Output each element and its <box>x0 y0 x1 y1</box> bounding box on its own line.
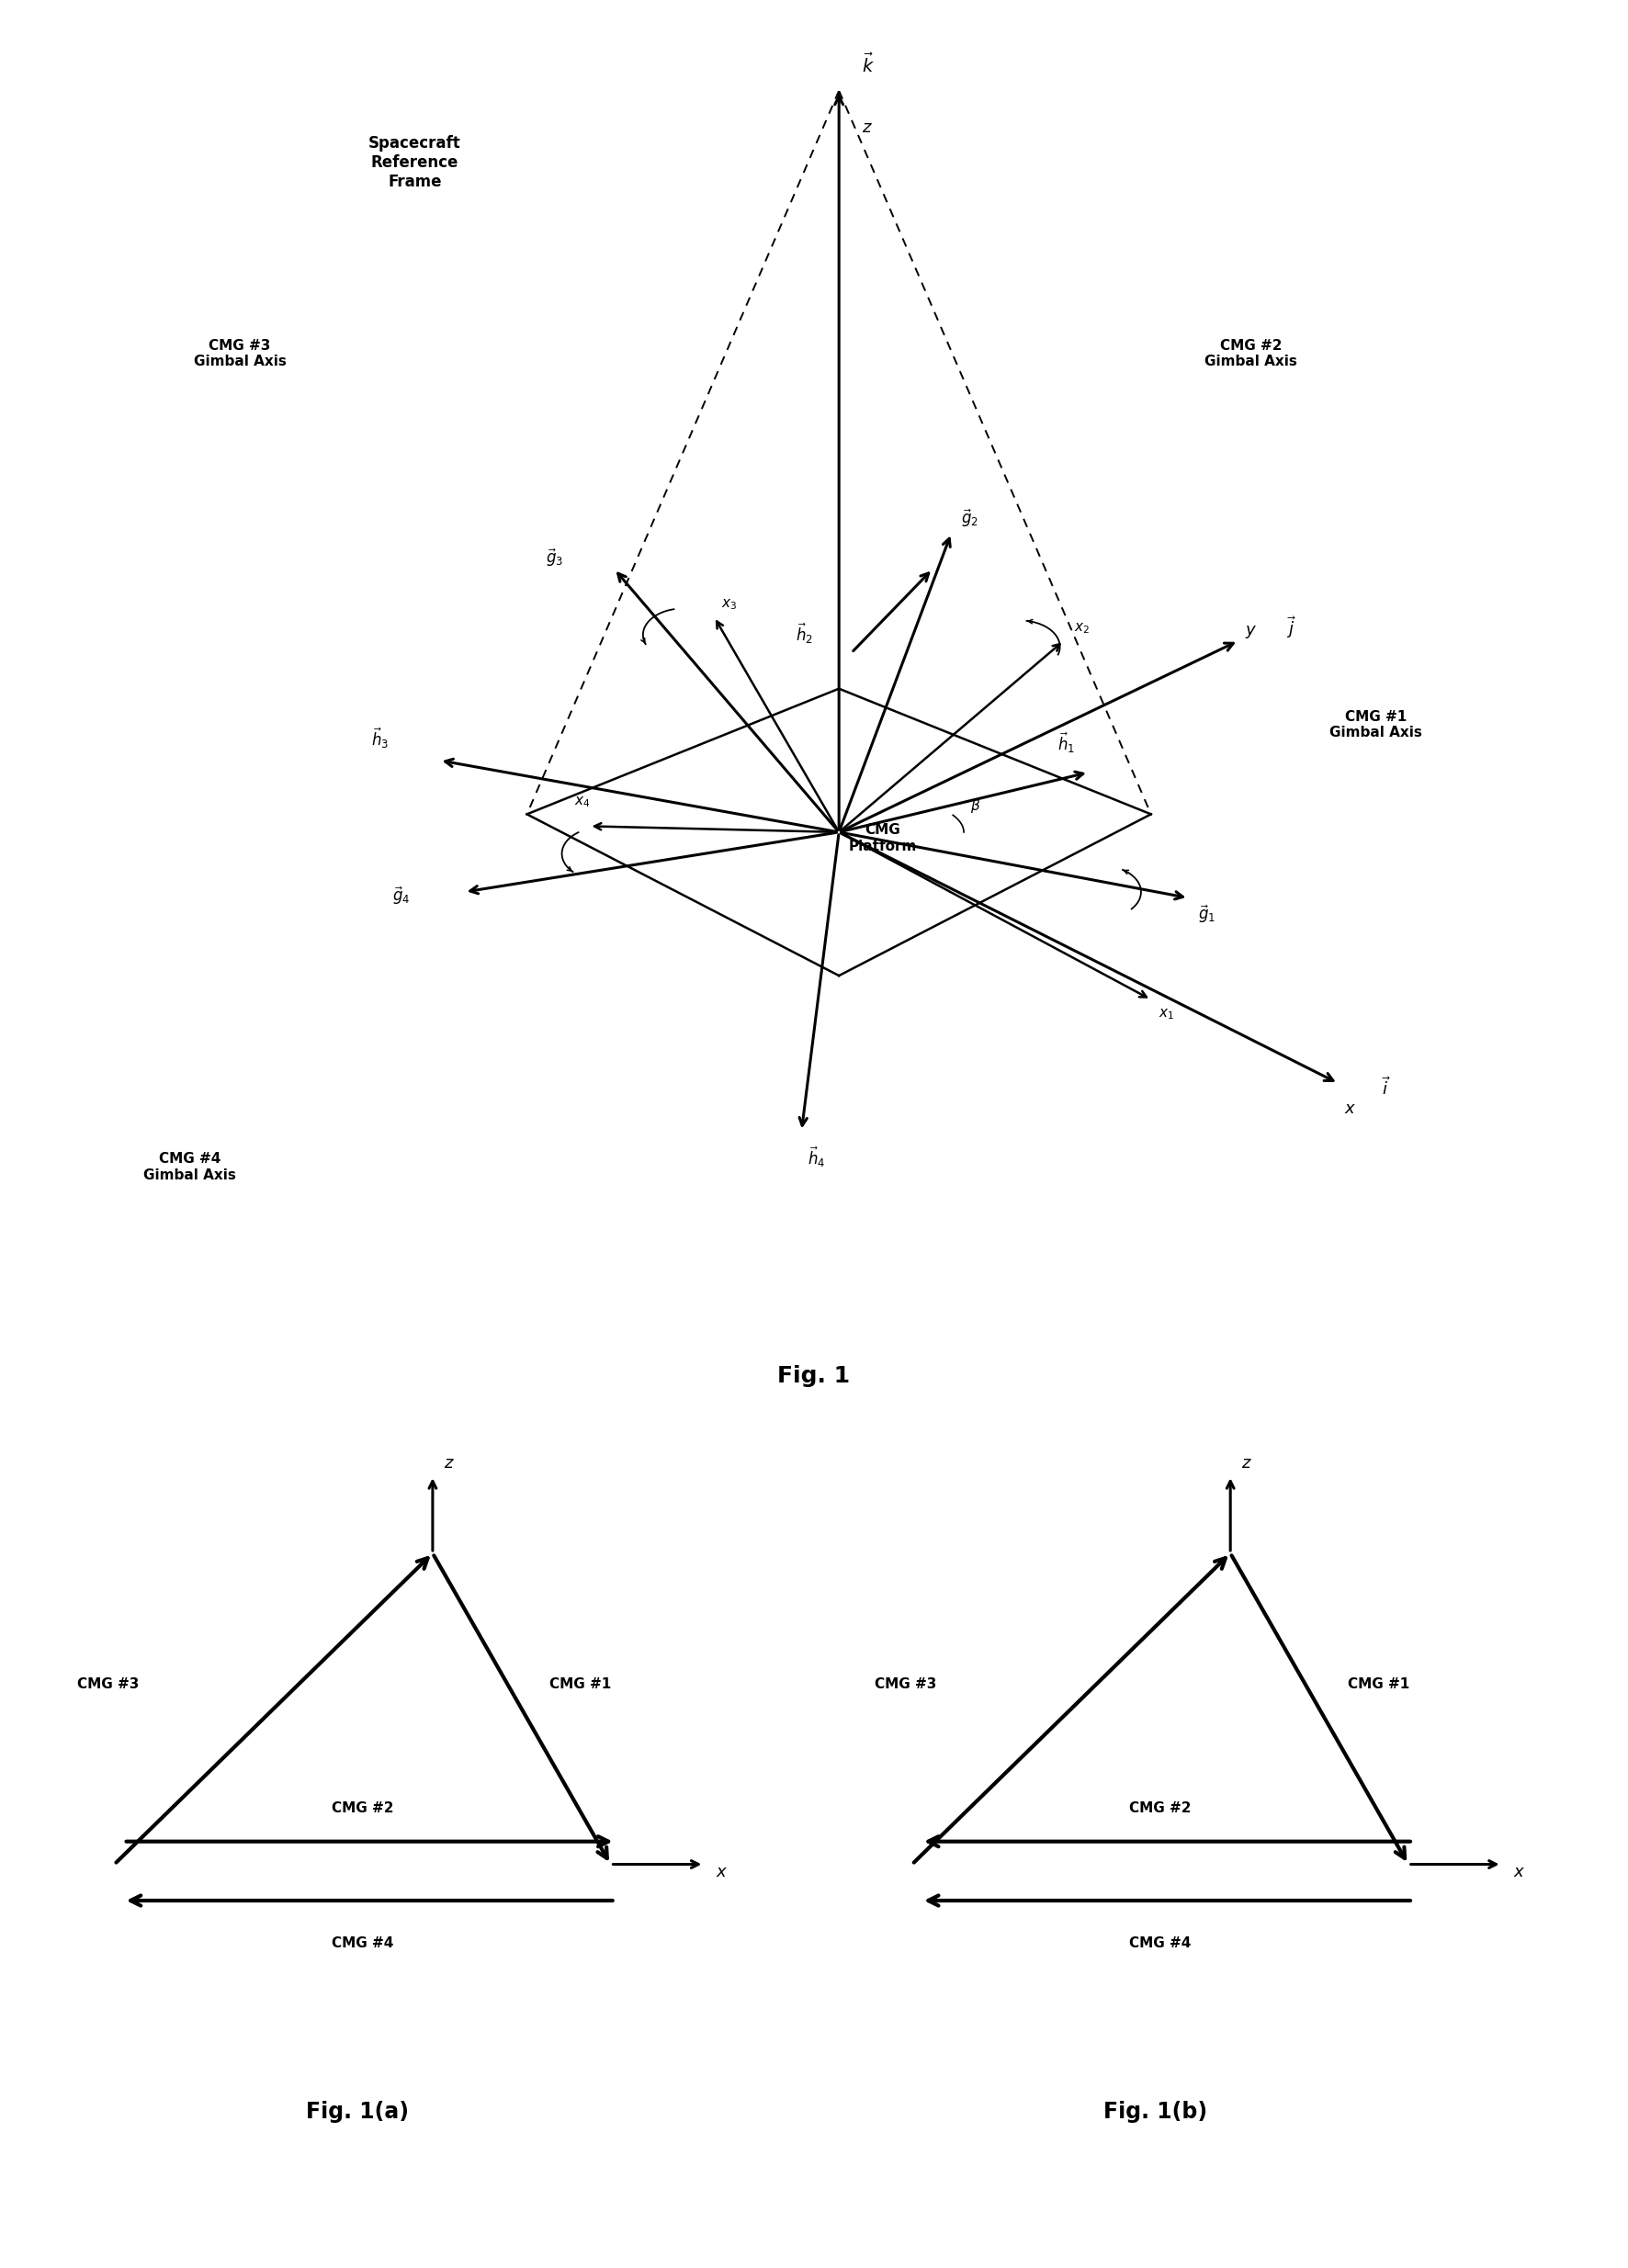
Text: $\vec{k}$: $\vec{k}$ <box>861 52 874 77</box>
Text: $\vec{j}$: $\vec{j}$ <box>1286 615 1296 640</box>
Text: CMG #3: CMG #3 <box>77 1676 138 1692</box>
Text: $x_4$: $x_4$ <box>575 794 591 810</box>
Text: $\vec{h}_4$: $\vec{h}_4$ <box>807 1145 825 1170</box>
Text: CMG #1: CMG #1 <box>550 1676 612 1692</box>
Text: CMG #3
Gimbal Axis: CMG #3 Gimbal Axis <box>194 338 287 370</box>
Text: CMG #4
Gimbal Axis: CMG #4 Gimbal Axis <box>143 1152 236 1182</box>
Text: CMG #1
Gimbal Axis: CMG #1 Gimbal Axis <box>1330 710 1421 739</box>
Text: $x_3$: $x_3$ <box>721 596 737 612</box>
Text: $z$: $z$ <box>444 1456 454 1472</box>
Text: $\beta$: $\beta$ <box>970 798 980 814</box>
Text: CMG #4: CMG #4 <box>1130 1937 1192 1950</box>
Text: CMG #3: CMG #3 <box>874 1676 936 1692</box>
Text: $\vec{g}_2$: $\vec{g}_2$ <box>961 508 978 528</box>
Text: $\vec{g}_4$: $\vec{g}_4$ <box>392 885 410 907</box>
Text: $\vec{i}$: $\vec{i}$ <box>1382 1077 1390 1100</box>
Text: $z$: $z$ <box>861 120 873 136</box>
Text: CMG #1: CMG #1 <box>1348 1676 1410 1692</box>
Text: $\vec{g}_1$: $\vec{g}_1$ <box>1198 903 1216 925</box>
Text: $x$: $x$ <box>1512 1864 1525 1880</box>
Text: Spacecraft
Reference
Frame: Spacecraft Reference Frame <box>368 136 461 191</box>
Text: Fig. 1(a): Fig. 1(a) <box>306 2100 409 2123</box>
Text: CMG
Platform: CMG Platform <box>848 823 917 853</box>
Text: $y$: $y$ <box>1245 624 1257 640</box>
Text: CMG #2: CMG #2 <box>332 1801 394 1814</box>
Text: Fig. 1(b): Fig. 1(b) <box>1104 2100 1208 2123</box>
Text: $x_1$: $x_1$ <box>1159 1007 1174 1023</box>
Text: Fig. 1: Fig. 1 <box>778 1365 850 1386</box>
Text: CMG #2: CMG #2 <box>1130 1801 1192 1814</box>
Text: CMG #2
Gimbal Axis: CMG #2 Gimbal Axis <box>1205 338 1298 370</box>
Text: CMG #4: CMG #4 <box>332 1937 394 1950</box>
Text: $\vec{g}_3$: $\vec{g}_3$ <box>545 547 563 569</box>
Text: $x$: $x$ <box>715 1864 728 1880</box>
Text: $x$: $x$ <box>1345 1100 1356 1116</box>
Text: $x_2$: $x_2$ <box>1073 621 1089 635</box>
Text: $\vec{h}_2$: $\vec{h}_2$ <box>794 621 812 646</box>
Text: $\vec{h}_3$: $\vec{h}_3$ <box>371 726 389 751</box>
Text: $z$: $z$ <box>1242 1456 1252 1472</box>
Text: $\vec{h}_1$: $\vec{h}_1$ <box>1058 730 1074 755</box>
